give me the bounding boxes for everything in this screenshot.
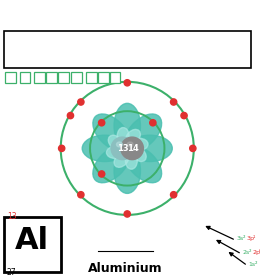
Ellipse shape [125, 146, 162, 183]
Ellipse shape [125, 152, 137, 169]
Text: 2p: 2p [73, 46, 89, 59]
Text: 3s: 3s [237, 236, 244, 241]
Text: 3p: 3p [246, 236, 254, 241]
Circle shape [190, 145, 196, 151]
Circle shape [58, 145, 65, 151]
Ellipse shape [127, 142, 133, 147]
Ellipse shape [114, 148, 140, 193]
Ellipse shape [106, 146, 123, 158]
Ellipse shape [125, 114, 162, 151]
Text: ²: ² [61, 46, 66, 59]
Text: ⁶: ⁶ [258, 250, 260, 255]
Circle shape [111, 137, 134, 160]
Ellipse shape [116, 142, 122, 147]
Bar [4, 217, 61, 272]
Circle shape [181, 113, 187, 119]
Text: ⁶: ⁶ [94, 46, 99, 59]
Text: 2s: 2s [243, 250, 250, 255]
Circle shape [171, 192, 177, 198]
Ellipse shape [108, 135, 123, 150]
Ellipse shape [93, 114, 130, 151]
Text: ¹: ¹ [252, 236, 255, 241]
Text: 2p: 2p [252, 250, 260, 255]
Ellipse shape [127, 135, 172, 162]
Circle shape [99, 120, 105, 126]
Circle shape [124, 80, 130, 86]
Ellipse shape [132, 147, 146, 162]
Text: 3s: 3s [106, 46, 121, 59]
Circle shape [171, 99, 177, 105]
Text: Al: Al [15, 226, 49, 255]
Ellipse shape [114, 153, 129, 167]
Text: 3p: 3p [136, 46, 153, 59]
Text: ¹: ¹ [158, 46, 163, 59]
Circle shape [99, 171, 105, 177]
Circle shape [150, 120, 156, 126]
Text: ²: ² [30, 46, 35, 59]
Ellipse shape [82, 135, 127, 162]
Bar [110, 72, 120, 83]
Ellipse shape [114, 103, 140, 148]
Ellipse shape [131, 138, 148, 150]
Text: ²: ² [255, 262, 257, 267]
Bar [72, 72, 82, 83]
Text: ²: ² [243, 236, 246, 241]
Circle shape [78, 192, 84, 198]
Bar [34, 72, 45, 83]
Text: 13: 13 [116, 144, 128, 153]
Circle shape [121, 137, 144, 160]
Ellipse shape [126, 129, 140, 144]
Text: Aluminium: Aluminium [88, 262, 162, 275]
Bar [86, 72, 97, 83]
Circle shape [124, 211, 130, 217]
Bar [98, 72, 109, 83]
Ellipse shape [117, 127, 129, 145]
Text: Electron Configuration: Electron Configuration [76, 34, 178, 43]
Text: 1s: 1s [11, 46, 26, 59]
Ellipse shape [93, 146, 130, 183]
Bar [20, 72, 30, 83]
Text: ²: ² [249, 250, 251, 255]
Bar [5, 72, 16, 83]
Text: 1s: 1s [249, 262, 256, 267]
Bar [4, 31, 251, 68]
Text: 2s: 2s [42, 46, 57, 59]
Text: ²: ² [125, 46, 130, 59]
Text: 27: 27 [7, 268, 16, 277]
Text: 14: 14 [127, 144, 139, 153]
Circle shape [78, 99, 84, 105]
Bar [46, 72, 57, 83]
Bar [58, 72, 69, 83]
Circle shape [67, 113, 74, 119]
Text: 13: 13 [7, 212, 16, 221]
